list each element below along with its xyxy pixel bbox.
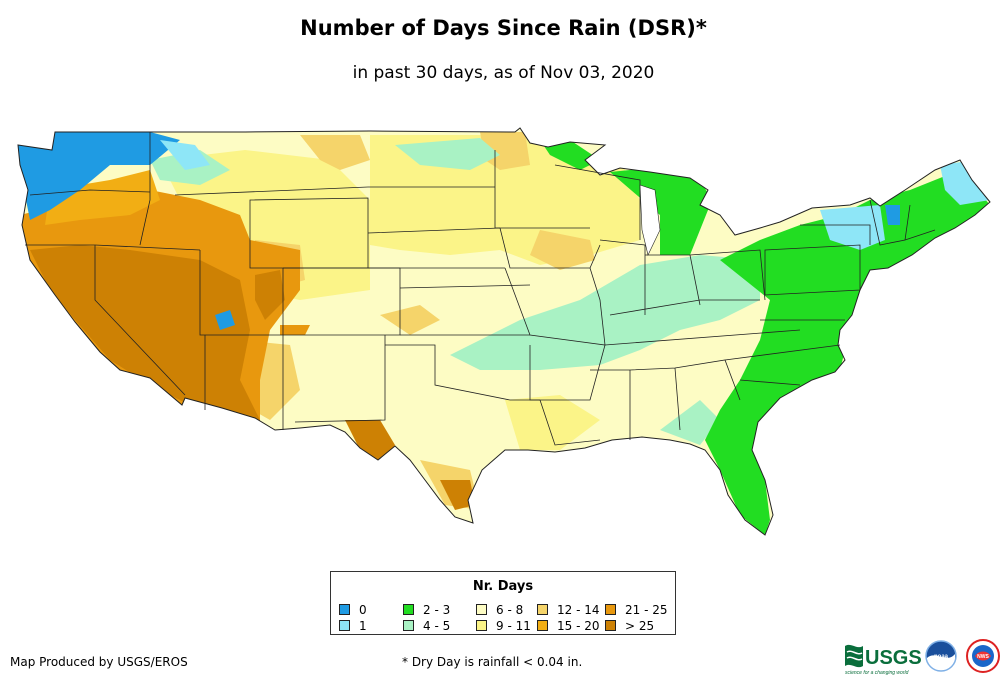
legend-label: 6 - 8 (496, 603, 524, 617)
region-0-ut (215, 310, 235, 330)
usgs-tagline: science for a changing world (845, 670, 909, 676)
usgs-logo-text: USGS (865, 647, 922, 669)
region-2-3-wi (540, 140, 600, 170)
dry-day-footnote: * Dry Day is rainfall < 0.04 in. (402, 655, 583, 669)
region-15-20-or (45, 170, 160, 225)
region-1-vt (885, 205, 900, 225)
legend-item-2: 2 - 3 (403, 604, 450, 616)
legend-item-1: 1 (339, 620, 367, 632)
region-12-14-mn (530, 230, 595, 270)
legend-label: 4 - 5 (423, 619, 451, 633)
legend-swatch (403, 604, 414, 615)
region-gt25-tx (345, 420, 395, 465)
map-credit: Map Produced by USGS/EROS (10, 655, 188, 669)
legend-swatch (403, 620, 414, 631)
legend-item-3: 4 - 5 (403, 620, 450, 632)
legend-item-8: 21 - 25 (605, 604, 668, 616)
region-gt25-stx (440, 480, 475, 510)
lake-michigan (639, 184, 661, 256)
region-21-25-tx (280, 325, 310, 335)
region-2-3-mi (610, 168, 712, 255)
legend-swatch (605, 604, 616, 615)
region-gt25-sw (30, 245, 260, 420)
region-4-5-nd (395, 138, 500, 170)
legend-label: > 25 (625, 619, 655, 633)
legend-item-5: 9 - 11 (476, 620, 531, 632)
legend-swatch (476, 604, 487, 615)
legend-swatch (537, 620, 548, 631)
nws-logo: NWS (966, 639, 1000, 673)
nws-logo-text: NWS (977, 654, 989, 660)
region-9-11-mountain (160, 150, 370, 300)
legend-label: 2 - 3 (423, 603, 451, 617)
legend-label: 1 (359, 619, 367, 633)
legend-item-4: 6 - 8 (476, 604, 523, 616)
region-0-wa (18, 132, 180, 220)
region-12-14-ks (380, 305, 440, 335)
legend-item-7: 15 - 20 (537, 620, 600, 632)
legend-item-6: 12 - 14 (537, 604, 600, 616)
map-subtitle: in past 30 days, as of Nov 03, 2020 (352, 63, 655, 83)
region-12-14-nd (480, 132, 530, 170)
state-borders (17, 127, 991, 536)
region-2-3-east (705, 170, 990, 535)
legend-swatch (537, 604, 548, 615)
legend-label: 9 - 11 (496, 619, 531, 633)
usgs-logo: USGS science for a changing world (845, 644, 922, 676)
region-gt25-co (255, 270, 285, 320)
region-12-14-montana (300, 135, 370, 170)
legend-swatch (476, 620, 487, 631)
region-4-5-band (450, 255, 760, 370)
region-1-ny (820, 205, 885, 250)
legend-label: 12 - 14 (557, 603, 600, 617)
noaa-logo: noaa (925, 640, 957, 672)
legend-item-9: > 25 (605, 620, 654, 632)
region-4-5-ga (660, 400, 720, 445)
legend-swatch (605, 620, 616, 631)
legend-label: 15 - 20 (557, 619, 600, 633)
legend-label: 21 - 25 (625, 603, 668, 617)
legend-label: 0 (359, 603, 367, 617)
region-9-11-plains (370, 135, 640, 265)
region-9-11-east-tx (505, 395, 600, 450)
noaa-logo-text: noaa (934, 654, 949, 660)
map-title: Number of Days Since Rain (DSR)* (300, 16, 707, 40)
legend-swatch (339, 620, 350, 631)
agency-logos: USGS science for a changing world noaa N… (845, 639, 1000, 676)
region-1-id (160, 140, 210, 170)
legend: Nr. Days 0 1 2 - 3 4 - 5 6 - 8 9 - 11 12… (330, 571, 676, 635)
legend-item-0: 0 (339, 604, 367, 616)
legend-title: Nr. Days (472, 579, 534, 594)
legend-swatch (339, 604, 350, 615)
